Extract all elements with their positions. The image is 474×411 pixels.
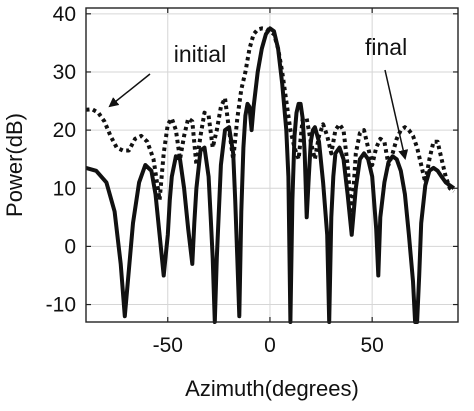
y-tick-label: 20: [53, 119, 76, 142]
annotation-label: final: [365, 34, 407, 60]
annotation-label: initial: [174, 41, 226, 67]
x-axis-label: Azimuth(degrees): [185, 376, 359, 401]
y-axis-label: Power(dB): [2, 113, 27, 217]
annotation-arrow: [108, 73, 151, 108]
y-tick-label: 40: [53, 3, 76, 26]
y-tick-label: 10: [53, 177, 76, 200]
axis-ticks: -50 0 50 -10 0 10 20 30 40: [46, 3, 458, 357]
x-tick-label: 50: [360, 334, 383, 357]
x-tick-label: 0: [264, 334, 276, 357]
series-line-solid: [85, 26, 456, 324]
grid-lines: [86, 8, 458, 322]
annotation-arrow: [384, 69, 409, 160]
x-tick-label: -50: [153, 334, 183, 357]
annotations: initial final: [108, 34, 409, 160]
series-line-dotted: [85, 26, 456, 220]
y-tick-label: 0: [64, 235, 76, 258]
plot-frame: [85, 7, 459, 323]
y-tick-label: 30: [53, 61, 76, 84]
y-tick-label: -10: [46, 294, 76, 317]
series-layer: [85, 26, 456, 324]
